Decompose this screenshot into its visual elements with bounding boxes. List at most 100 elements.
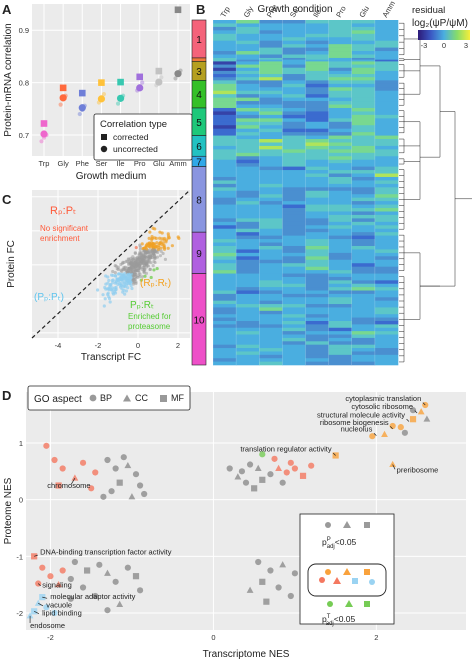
heatmap-cells	[213, 20, 399, 366]
heatmap-cell	[259, 121, 283, 126]
heatmap-cell	[259, 187, 283, 192]
heatmap-cell	[305, 214, 329, 219]
heatmap-cell	[374, 249, 399, 254]
heatmap-cell	[374, 77, 399, 81]
heatmap-cell	[374, 101, 399, 105]
x-tick-label: 2	[176, 341, 180, 350]
fold-change-point	[142, 249, 146, 253]
heatmap-cell	[213, 111, 237, 116]
heatmap-cell	[236, 125, 260, 129]
heatmap-cell	[374, 280, 399, 285]
heatmap-cell	[236, 135, 260, 140]
go-term-point	[92, 469, 99, 476]
heatmap-cell	[328, 132, 353, 136]
heatmap-cell	[282, 228, 306, 233]
heatmap-cell	[374, 152, 399, 157]
heatmap-cell	[374, 59, 399, 62]
replicate-point	[115, 101, 121, 106]
heatmap-cell	[351, 334, 376, 339]
fold-change-point	[122, 273, 126, 277]
go-term-point	[259, 476, 266, 483]
heatmap-cell	[282, 232, 306, 236]
heatmap-cell	[282, 341, 306, 345]
heatmap-cell	[236, 310, 260, 315]
heatmap-cell	[213, 20, 237, 24]
heatmap-cell	[259, 201, 283, 205]
heatmap-cell	[213, 125, 237, 129]
heatmap-cell	[374, 107, 399, 112]
heatmap-cell	[213, 225, 237, 230]
fold-change-point	[122, 276, 126, 281]
heatmap-cell	[305, 270, 329, 274]
heatmap-cell	[305, 341, 329, 345]
fold-change-point	[104, 287, 108, 291]
heatmap-cell	[236, 121, 260, 126]
go-term-point	[71, 474, 79, 481]
heatmap-cell	[236, 211, 260, 216]
heatmap-cell	[282, 139, 306, 143]
panel-a-points	[39, 6, 183, 144]
column-label: Pro	[334, 4, 348, 19]
heatmap-cell	[351, 30, 376, 35]
heatmap-cell	[328, 97, 353, 102]
fold-change-point	[108, 300, 112, 304]
heatmap-cell	[259, 23, 283, 28]
go-term-point	[259, 451, 266, 458]
fold-change-point	[144, 245, 148, 249]
heatmap-cell	[282, 204, 306, 209]
go-term-point	[128, 493, 136, 500]
heatmap-cell	[236, 221, 260, 226]
go-term-point	[308, 462, 315, 469]
heatmap-cell	[305, 204, 329, 209]
heatmap-cell	[282, 173, 306, 178]
replicate-point	[58, 102, 63, 107]
heatmap-cell	[328, 20, 353, 24]
heatmap-cell	[236, 20, 260, 24]
heatmap-cell	[259, 152, 283, 157]
heatmap-cell	[328, 310, 353, 315]
cluster-label: 9	[196, 249, 202, 260]
term-label-leader	[332, 452, 336, 456]
heatmap-cell	[236, 201, 260, 205]
heatmap-cell	[236, 57, 260, 60]
heatmap-cell	[213, 142, 237, 147]
go-term-point	[43, 442, 50, 449]
go-term-label: vacuole	[46, 600, 72, 609]
heatmap-cell	[282, 354, 306, 359]
panel-a-legend: Correlation type corrected uncorrected	[93, 113, 193, 161]
heatmap-cell	[236, 280, 260, 285]
heatmap-cell	[351, 20, 376, 24]
heatmap-cell	[328, 300, 353, 305]
go-term-point	[100, 493, 107, 500]
heatmap-cell	[213, 361, 237, 366]
heatmap-cell	[351, 354, 376, 359]
heatmap-cell	[374, 344, 399, 349]
heatmap-cell	[282, 208, 306, 212]
heatmap-cell	[351, 228, 376, 233]
fold-change-point	[119, 262, 123, 267]
heatmap-cell	[374, 331, 399, 335]
heatmap-cell	[374, 118, 399, 123]
heatmap-cell	[305, 235, 329, 240]
heatmap-cell	[236, 145, 260, 150]
go-term-point	[291, 465, 298, 472]
heatmap-cell	[351, 111, 376, 116]
fold-change-point	[148, 267, 152, 271]
heatmap-cell	[305, 197, 329, 202]
heatmap-cell	[282, 287, 306, 291]
heatmap-cell	[282, 273, 306, 278]
heatmap-cell	[213, 334, 237, 339]
heatmap-cell	[328, 214, 353, 219]
heatmap-cell	[213, 114, 237, 119]
heatmap-cell	[351, 263, 376, 267]
cluster-label: 10	[193, 315, 205, 326]
heatmap-cell	[259, 26, 283, 31]
heatmap-cell	[328, 67, 353, 72]
heatmap-cell	[328, 118, 353, 123]
heatmap-cell	[305, 358, 329, 362]
fold-change-point	[116, 278, 121, 282]
heatmap-cell	[351, 121, 376, 126]
heatmap-cell	[351, 187, 376, 192]
panel-a-x-axis-title: Growth medium	[76, 171, 147, 182]
heatmap-cell	[305, 83, 329, 88]
